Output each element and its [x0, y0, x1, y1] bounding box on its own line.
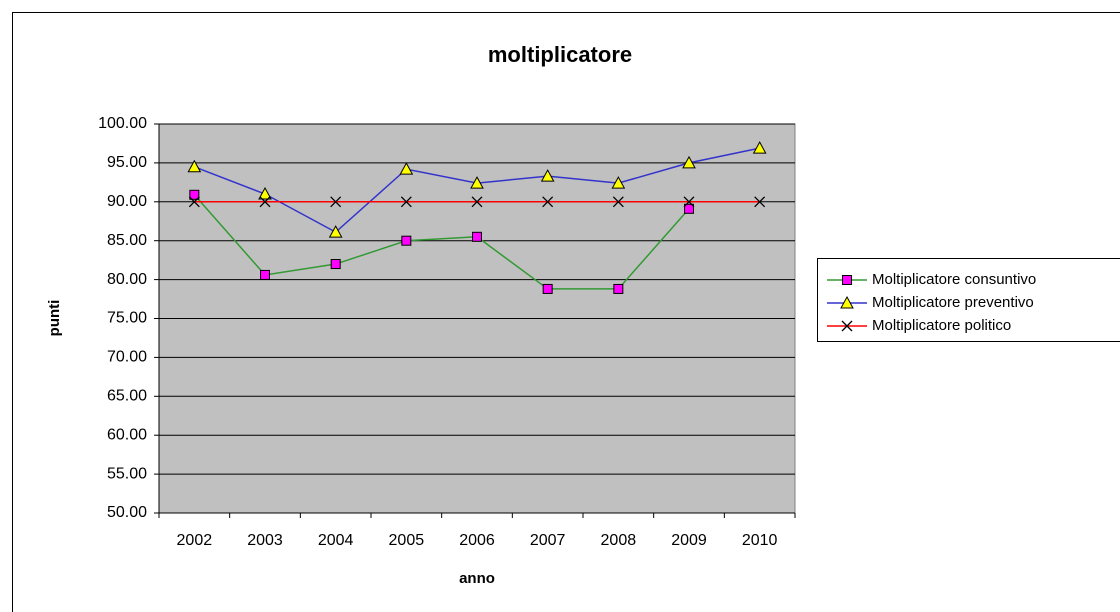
legend-label: Moltiplicatore politico [872, 317, 1011, 334]
marker [683, 196, 695, 208]
chart-title: moltiplicatore [488, 42, 632, 67]
x-tick-label: 2003 [247, 532, 283, 549]
x-tick-label: 2002 [177, 532, 213, 549]
x-tick-label: 2010 [742, 532, 778, 549]
legend-label: Moltiplicatore consuntivo [872, 271, 1036, 288]
x-tick-label: 2009 [671, 532, 707, 549]
y-tick-label: 55.00 [107, 465, 147, 482]
x-tick-label: 2008 [601, 532, 637, 549]
marker [752, 141, 767, 154]
y-tick-label: 60.00 [107, 426, 147, 443]
marker [189, 189, 200, 200]
marker [187, 159, 202, 173]
x-axis-title: anno [459, 570, 495, 587]
marker [259, 196, 271, 208]
marker [260, 269, 270, 280]
marker [684, 203, 694, 214]
marker [754, 196, 766, 208]
marker [471, 196, 483, 208]
marker [401, 235, 412, 246]
marker [841, 320, 853, 332]
y-tick-label: 70.00 [107, 349, 147, 366]
y-tick-label: 65.00 [107, 388, 147, 405]
marker [470, 176, 484, 189]
marker [540, 169, 555, 182]
x-tick-label: 2007 [530, 532, 566, 549]
marker [612, 196, 624, 208]
marker [188, 196, 200, 208]
marker [330, 196, 342, 208]
y-tick-label: 75.00 [107, 310, 147, 327]
legend-label: Moltiplicatore preventivo [872, 294, 1034, 311]
marker [542, 283, 553, 294]
marker [613, 283, 624, 294]
y-tick-label: 80.00 [107, 271, 147, 288]
marker [400, 196, 412, 208]
marker [328, 225, 343, 238]
marker [611, 176, 626, 189]
marker [399, 162, 414, 175]
y-tick-label: 85.00 [107, 232, 147, 249]
marker [258, 186, 272, 200]
series-line [193, 194, 690, 290]
y-tick-label: 90.00 [107, 193, 147, 210]
legend-box [817, 258, 1120, 342]
marker [842, 275, 852, 285]
y-tick-label: 100.00 [98, 115, 147, 132]
y-axis-title: punti [46, 300, 63, 337]
y-tick-label: 50.00 [107, 504, 147, 521]
x-tick-label: 2004 [318, 532, 354, 549]
marker [840, 295, 854, 309]
marker [472, 231, 482, 242]
marker [330, 259, 341, 270]
y-tick-label: 95.00 [107, 154, 147, 171]
marker [542, 196, 554, 208]
x-tick-label: 2005 [389, 532, 425, 549]
marker [682, 155, 696, 169]
x-tick-label: 2006 [459, 532, 495, 549]
